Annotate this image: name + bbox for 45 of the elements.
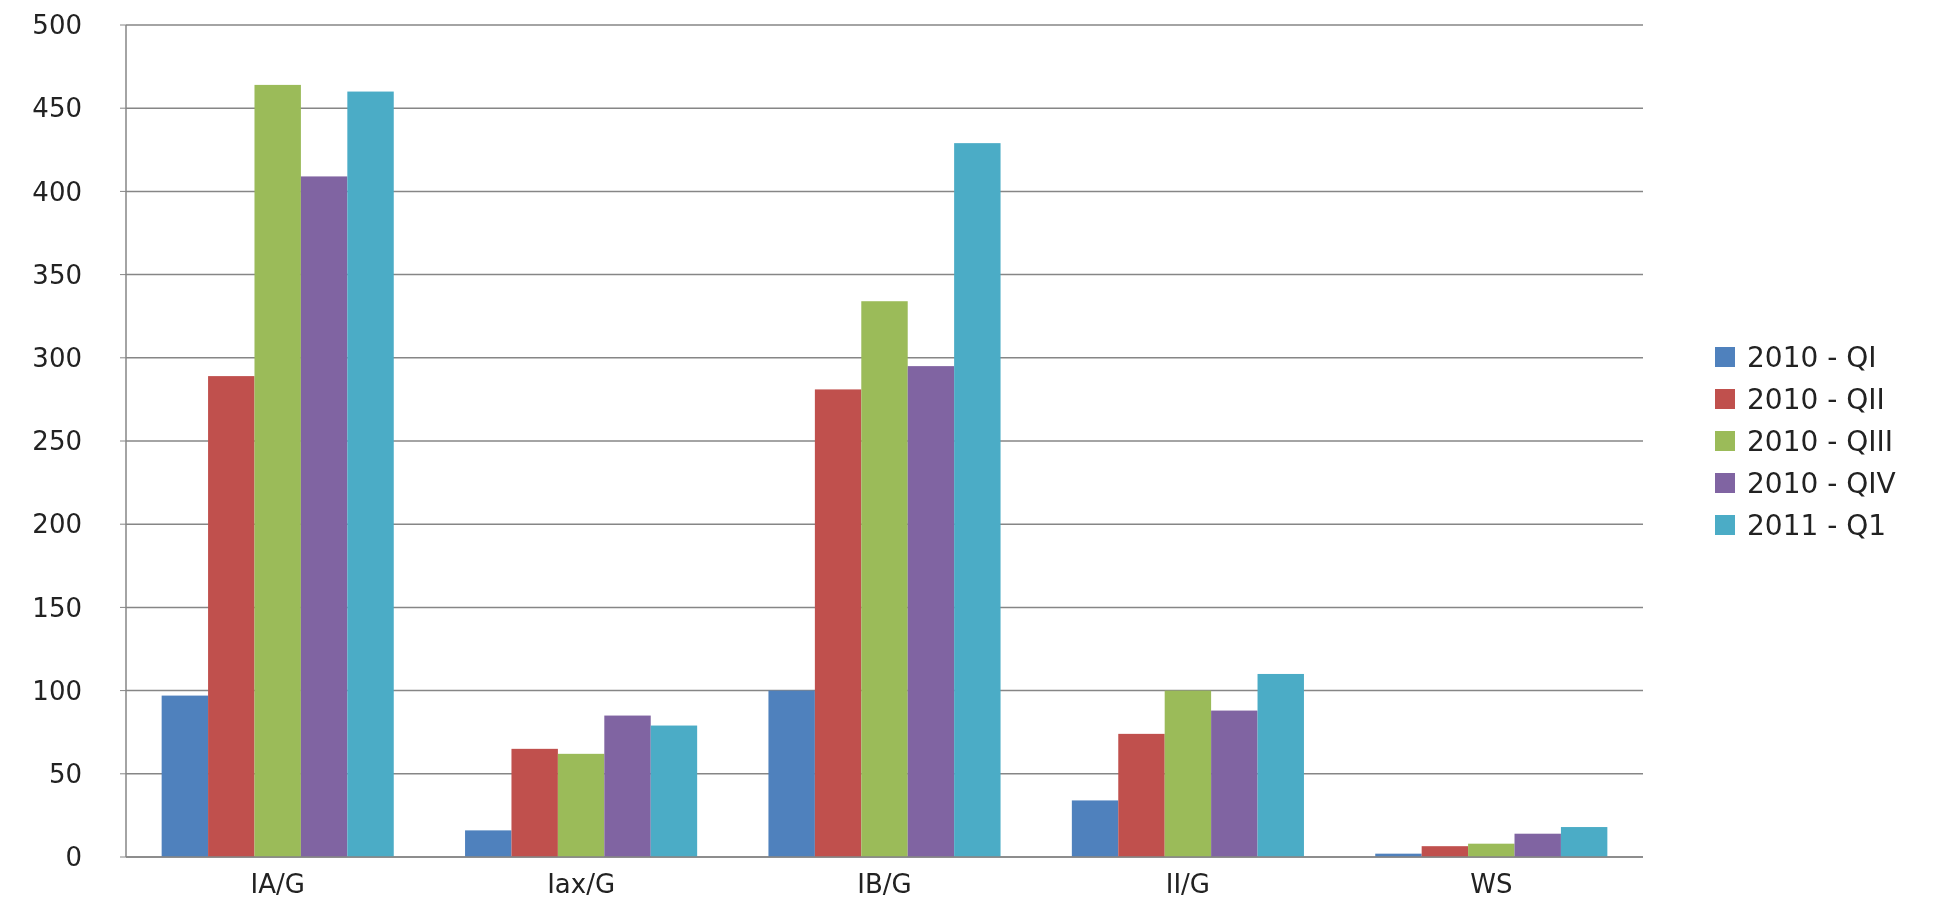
bar bbox=[861, 301, 908, 857]
bar bbox=[1560, 827, 1608, 857]
bar bbox=[511, 748, 558, 857]
legend-label: 2010 - QII bbox=[1747, 382, 1885, 416]
bar bbox=[1118, 733, 1165, 857]
y-tick-label: 0 bbox=[65, 842, 82, 873]
bar bbox=[954, 143, 1001, 857]
bar bbox=[1468, 843, 1515, 857]
x-tick-label: IA/G bbox=[250, 869, 305, 899]
bar bbox=[1257, 673, 1304, 857]
y-tick-label: 300 bbox=[32, 342, 82, 373]
x-tick-label: Iax/G bbox=[547, 869, 616, 899]
y-tick-label: 350 bbox=[32, 259, 82, 290]
x-tick-label: WS bbox=[1470, 869, 1513, 899]
x-tick-label: IB/G bbox=[857, 869, 912, 899]
bar bbox=[254, 84, 301, 857]
bar bbox=[1211, 710, 1258, 857]
y-tick-label: 50 bbox=[48, 758, 82, 789]
bar bbox=[768, 690, 815, 857]
bar bbox=[907, 366, 955, 857]
y-tick-label: 250 bbox=[32, 426, 82, 457]
bar bbox=[465, 830, 512, 857]
bar bbox=[604, 715, 651, 857]
y-tick-label: 100 bbox=[32, 675, 82, 706]
y-tick-label: 400 bbox=[32, 176, 82, 207]
bar bbox=[1071, 800, 1119, 857]
legend-label: 2010 - QIII bbox=[1747, 424, 1893, 458]
legend-label: 2010 - QIV bbox=[1747, 466, 1896, 500]
legend-label: 2011 - Q1 bbox=[1747, 508, 1887, 542]
bar bbox=[650, 725, 698, 857]
x-tick-label: II/G bbox=[1165, 869, 1211, 899]
y-tick-label: 200 bbox=[32, 509, 82, 540]
legend-label: 2010 - QI bbox=[1747, 340, 1877, 374]
y-tick-label: 450 bbox=[32, 93, 82, 124]
y-tick-label: 500 bbox=[32, 10, 82, 41]
bar bbox=[347, 91, 394, 857]
bar bbox=[1514, 833, 1561, 857]
bar bbox=[1164, 690, 1212, 857]
bar bbox=[208, 376, 255, 857]
y-tick-label: 150 bbox=[32, 592, 82, 623]
bar bbox=[814, 389, 862, 857]
bar bbox=[161, 695, 209, 857]
bar bbox=[557, 753, 605, 857]
bar bbox=[300, 176, 348, 857]
bar bbox=[1421, 846, 1469, 857]
